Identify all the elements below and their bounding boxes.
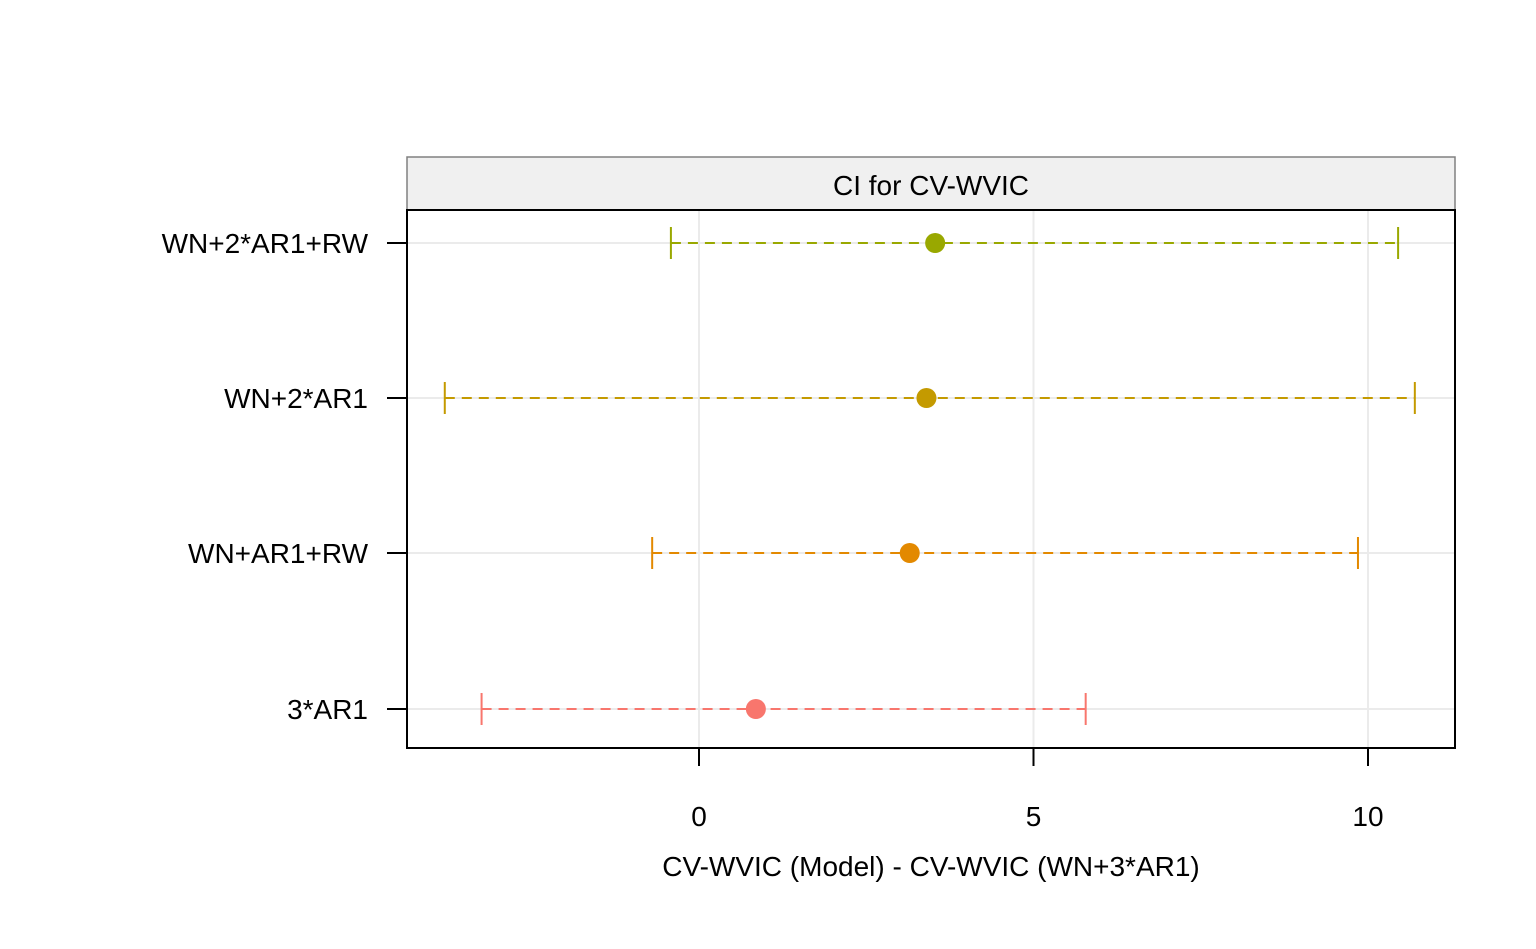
ci-row-3 xyxy=(669,227,1400,259)
ci-point xyxy=(745,699,766,719)
x-tick-label: 5 xyxy=(1026,801,1042,832)
grid-lines xyxy=(407,210,1455,748)
y-tick-label: WN+2*AR1+RW xyxy=(162,228,369,259)
ci-row-0 xyxy=(480,693,1087,725)
ci-row-2 xyxy=(443,382,1416,414)
x-tick-label: 10 xyxy=(1352,801,1383,832)
y-tick-label: 3*AR1 xyxy=(287,694,368,725)
ci-point xyxy=(899,543,920,563)
x-tick-label: 0 xyxy=(691,801,707,832)
chart-title: CI for CV-WVIC xyxy=(833,170,1029,201)
ci-row-1 xyxy=(651,537,1359,569)
x-axis-label: CV-WVIC (Model) - CV-WVIC (WN+3*AR1) xyxy=(662,851,1200,882)
y-axis: 3*AR1 WN+AR1+RW WN+2*AR1 WN+2*AR1+RW xyxy=(162,228,407,725)
ci-point xyxy=(925,233,946,253)
ci-point xyxy=(916,388,937,408)
plot-frame xyxy=(406,209,1456,749)
x-axis: 0 5 10 xyxy=(691,748,1384,832)
y-tick-label: WN+AR1+RW xyxy=(188,538,369,569)
ci-bars xyxy=(443,227,1416,725)
y-tick-label: WN+2*AR1 xyxy=(224,383,368,414)
